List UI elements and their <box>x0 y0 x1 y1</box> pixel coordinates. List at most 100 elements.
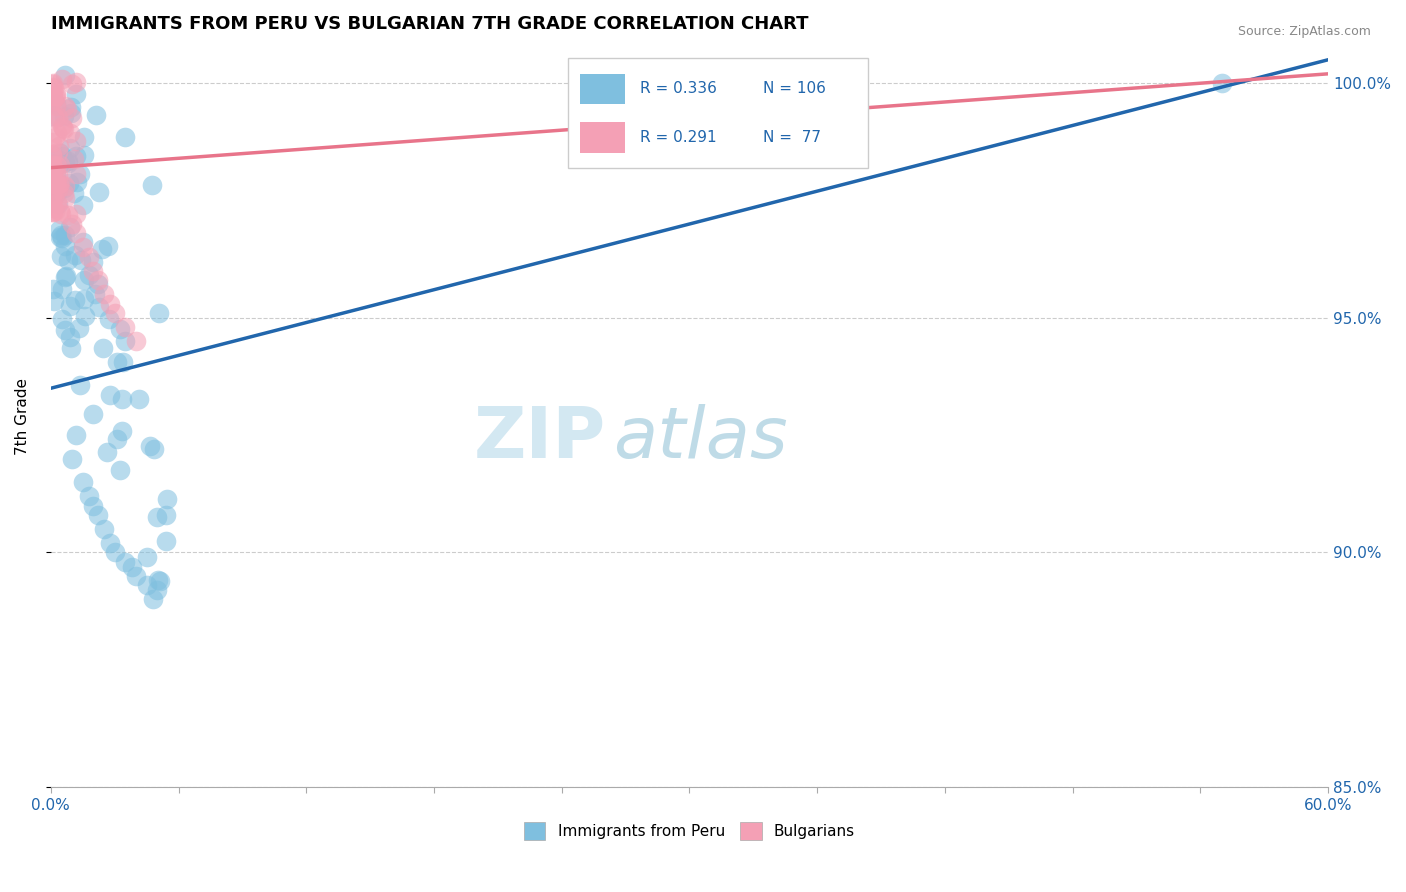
Point <box>45 167 67 181</box>
Point <box>48 177 70 191</box>
Point <box>73 292 96 306</box>
Point <box>41 147 63 161</box>
Point <box>42 109 65 123</box>
Point <box>46 169 69 184</box>
Point <box>77 489 100 503</box>
Point <box>42 110 65 124</box>
Point <box>77 268 100 282</box>
Point <box>146 510 169 524</box>
Point <box>45 159 67 173</box>
Point <box>110 392 132 406</box>
Point <box>108 322 131 336</box>
Point <box>45 88 67 103</box>
Point <box>72 475 94 489</box>
Point <box>55 102 77 116</box>
Point <box>63 248 86 262</box>
Point <box>48 139 70 153</box>
Point <box>49 204 72 219</box>
Point <box>41 171 63 186</box>
Legend: Immigrants from Peru, Bulgarians: Immigrants from Peru, Bulgarians <box>517 816 860 847</box>
Point <box>48 230 70 244</box>
Point <box>60 111 83 125</box>
Point <box>62 152 84 166</box>
Point <box>52 181 75 195</box>
Point <box>72 198 94 212</box>
Point <box>63 293 86 308</box>
Point <box>104 306 127 320</box>
Point <box>148 306 170 320</box>
Point <box>45 99 67 113</box>
Point <box>56 208 79 222</box>
Point <box>42 93 65 107</box>
Point <box>51 282 73 296</box>
Point <box>52 121 75 136</box>
Point <box>41 187 63 202</box>
Point <box>60 451 83 466</box>
Point <box>48 223 70 237</box>
Point <box>100 536 122 550</box>
Point <box>42 76 65 90</box>
Point <box>46 126 69 140</box>
Point <box>149 574 172 589</box>
Point <box>53 323 76 337</box>
Point <box>46 178 69 193</box>
Point <box>60 341 83 355</box>
Point <box>89 186 111 200</box>
Point <box>111 424 134 438</box>
Point <box>60 77 83 91</box>
Point <box>46 110 69 124</box>
Point <box>46 196 69 211</box>
Point <box>84 286 107 301</box>
Text: atlas: atlas <box>613 404 787 473</box>
Point <box>42 161 65 175</box>
Text: IMMIGRANTS FROM PERU VS BULGARIAN 7TH GRADE CORRELATION CHART: IMMIGRANTS FROM PERU VS BULGARIAN 7TH GR… <box>51 15 808 33</box>
Point <box>65 428 87 442</box>
Point <box>41 77 63 91</box>
Point <box>49 176 72 190</box>
Point <box>44 130 66 145</box>
Point <box>93 341 115 355</box>
Point <box>45 97 67 112</box>
Point <box>65 227 87 241</box>
Point <box>82 254 104 268</box>
Point <box>138 439 160 453</box>
Point <box>45 87 67 101</box>
Point <box>112 355 135 369</box>
Point <box>72 273 94 287</box>
Point <box>41 205 63 219</box>
Point <box>91 243 114 257</box>
Point <box>105 355 128 369</box>
Point <box>58 252 80 267</box>
Point <box>58 176 80 190</box>
Point <box>77 250 100 264</box>
Point <box>53 155 76 169</box>
Point <box>46 152 69 166</box>
Point <box>42 293 65 308</box>
Point <box>73 130 96 145</box>
Point <box>53 179 76 194</box>
Point <box>42 89 65 103</box>
Point <box>86 508 108 522</box>
Point <box>72 240 94 254</box>
Text: Source: ZipAtlas.com: Source: ZipAtlas.com <box>1237 25 1371 38</box>
Point <box>41 198 63 212</box>
Point <box>44 204 66 219</box>
Point <box>65 149 87 163</box>
Point <box>41 158 63 172</box>
Point <box>1211 76 1233 90</box>
Point <box>125 569 148 583</box>
Point <box>45 158 67 172</box>
Point <box>53 186 76 200</box>
Point <box>41 177 63 191</box>
Point <box>49 207 72 221</box>
Point <box>56 156 79 170</box>
Text: ZIP: ZIP <box>474 404 606 473</box>
Point <box>105 432 128 446</box>
Y-axis label: 7th Grade: 7th Grade <box>15 378 30 455</box>
Point <box>44 190 66 204</box>
Point <box>86 277 108 291</box>
Point <box>142 592 165 607</box>
Point <box>72 235 94 250</box>
Point <box>44 90 66 104</box>
Point <box>98 311 121 326</box>
